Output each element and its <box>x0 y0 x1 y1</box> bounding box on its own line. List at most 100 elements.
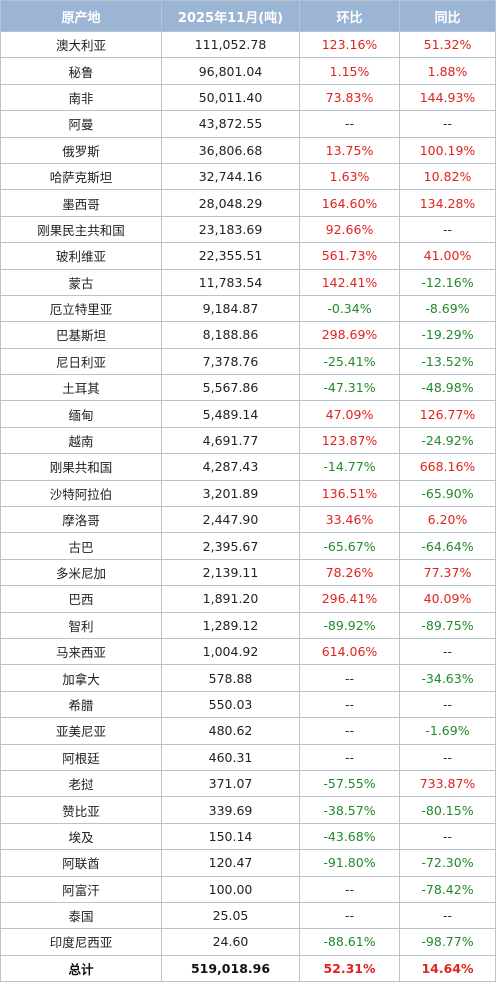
yoy-change-cell: -64.64% <box>399 532 496 560</box>
origin-cell: 加拿大 <box>0 664 162 692</box>
origin-cell: 哈萨克斯坦 <box>0 162 162 191</box>
amount-cell: 96,801.04 <box>161 57 300 85</box>
amount-cell: 371.07 <box>161 769 300 798</box>
table-row: 摩洛哥 2,447.90 33.46% 6.20% <box>0 506 496 534</box>
origin-cell: 缅甸 <box>0 400 162 428</box>
mom-change-cell: 78.26% <box>299 558 400 587</box>
mom-change-cell: -- <box>299 664 400 692</box>
table-row: 刚果共和国 4,287.43 -14.77% 668.16% <box>0 453 496 481</box>
header-yoy: 同比 <box>399 0 496 32</box>
amount-cell: 578.88 <box>161 664 300 692</box>
origin-cell: 马来西亚 <box>0 637 162 666</box>
yoy-change-cell: -19.29% <box>399 321 496 349</box>
mom-change-cell: -- <box>299 875 400 903</box>
table-row: 阿曼 43,872.55 -- -- <box>0 110 496 138</box>
amount-cell: 150.14 <box>161 822 300 851</box>
amount-cell: 120.47 <box>161 849 300 877</box>
origin-cell: 玻利维亚 <box>0 242 162 270</box>
mom-change-cell: -- <box>299 110 400 138</box>
origin-cell: 摩洛哥 <box>0 506 162 534</box>
mom-change-cell: -0.34% <box>299 294 400 323</box>
table-row: 土耳其 5,567.86 -47.31% -48.98% <box>0 374 496 402</box>
table-row: 智利 1,289.12 -89.92% -89.75% <box>0 611 496 639</box>
yoy-change-cell: 126.77% <box>399 400 496 428</box>
amount-cell: 3,201.89 <box>161 479 300 508</box>
mom-change-cell: 298.69% <box>299 321 400 349</box>
table-row: 沙特阿拉伯 3,201.89 136.51% -65.90% <box>0 479 496 508</box>
header-amount: 2025年11月(吨) <box>161 0 300 32</box>
mom-change-cell: 123.87% <box>299 426 400 455</box>
header-origin: 原产地 <box>0 0 162 32</box>
table-row: 墨西哥 28,048.29 164.60% 134.28% <box>0 189 496 217</box>
mom-change-cell: 92.66% <box>299 215 400 244</box>
yoy-change-cell: -- <box>399 215 496 244</box>
mom-change-cell: 73.83% <box>299 83 400 112</box>
mom-change-cell: -25.41% <box>299 347 400 376</box>
yoy-change-cell: -8.69% <box>399 294 496 323</box>
yoy-change-cell: 668.16% <box>399 453 496 481</box>
table-header-row: 原产地 2025年11月(吨) 环比 同比 <box>0 0 496 32</box>
table-row: 印度尼西亚 24.60 -88.61% -98.77% <box>0 928 496 956</box>
total-mom-change-cell: 52.31% <box>299 954 400 982</box>
origin-cell: 沙特阿拉伯 <box>0 479 162 508</box>
amount-cell: 24.60 <box>161 928 300 956</box>
origin-cell: 刚果共和国 <box>0 453 162 481</box>
table-row: 赞比亚 339.69 -38.57% -80.15% <box>0 796 496 824</box>
origin-cell: 老挝 <box>0 769 162 798</box>
amount-cell: 32,744.16 <box>161 162 300 191</box>
mom-change-cell: -91.80% <box>299 849 400 877</box>
origin-cell: 墨西哥 <box>0 189 162 217</box>
mom-change-cell: -47.31% <box>299 374 400 402</box>
origin-cell: 阿联酋 <box>0 849 162 877</box>
table-row: 亚美尼亚 480.62 -- -1.69% <box>0 717 496 745</box>
yoy-change-cell: 6.20% <box>399 506 496 534</box>
origin-cell: 厄立特里亚 <box>0 294 162 323</box>
yoy-change-cell: -- <box>399 743 496 771</box>
yoy-change-cell: -- <box>399 637 496 666</box>
amount-cell: 100.00 <box>161 875 300 903</box>
mom-change-cell: 123.16% <box>299 30 400 59</box>
amount-cell: 43,872.55 <box>161 110 300 138</box>
amount-cell: 4,287.43 <box>161 453 300 481</box>
table-row: 巴西 1,891.20 296.41% 40.09% <box>0 585 496 613</box>
origin-cell: 俄罗斯 <box>0 136 162 164</box>
table-row: 老挝 371.07 -57.55% 733.87% <box>0 769 496 798</box>
origin-cell: 赞比亚 <box>0 796 162 824</box>
table-row: 南非 50,011.40 73.83% 144.93% <box>0 83 496 112</box>
origin-cell: 泰国 <box>0 901 162 930</box>
origin-cell: 希腊 <box>0 690 162 719</box>
mom-change-cell: -- <box>299 743 400 771</box>
origin-cell: 阿曼 <box>0 110 162 138</box>
yoy-change-cell: 41.00% <box>399 242 496 270</box>
table-row: 古巴 2,395.67 -65.67% -64.64% <box>0 532 496 560</box>
origin-cell: 刚果民主共和国 <box>0 215 162 244</box>
mom-change-cell: 142.41% <box>299 268 400 296</box>
yoy-change-cell: 51.32% <box>399 30 496 59</box>
yoy-change-cell: -13.52% <box>399 347 496 376</box>
mom-change-cell: -65.67% <box>299 532 400 560</box>
origin-cell: 古巴 <box>0 532 162 560</box>
amount-cell: 111,052.78 <box>161 30 300 59</box>
yoy-change-cell: -- <box>399 901 496 930</box>
amount-cell: 25.05 <box>161 901 300 930</box>
yoy-change-cell: -78.42% <box>399 875 496 903</box>
amount-cell: 460.31 <box>161 743 300 771</box>
table-row: 加拿大 578.88 -- -34.63% <box>0 664 496 692</box>
mom-change-cell: -88.61% <box>299 928 400 956</box>
amount-cell: 2,139.11 <box>161 558 300 587</box>
yoy-change-cell: -89.75% <box>399 611 496 639</box>
origin-cell: 巴基斯坦 <box>0 321 162 349</box>
yoy-change-cell: 733.87% <box>399 769 496 798</box>
yoy-change-cell: -72.30% <box>399 849 496 877</box>
yoy-change-cell: -48.98% <box>399 374 496 402</box>
table-row: 澳大利亚 111,052.78 123.16% 51.32% <box>0 30 496 59</box>
table-row: 玻利维亚 22,355.51 561.73% 41.00% <box>0 242 496 270</box>
origin-cell: 亚美尼亚 <box>0 717 162 745</box>
origin-cell: 尼日利亚 <box>0 347 162 376</box>
table-row: 秘鲁 96,801.04 1.15% 1.88% <box>0 57 496 85</box>
mom-change-cell: -38.57% <box>299 796 400 824</box>
header-mom: 环比 <box>299 0 400 32</box>
mom-change-cell: 561.73% <box>299 242 400 270</box>
total-origin-cell: 总计 <box>0 954 162 982</box>
